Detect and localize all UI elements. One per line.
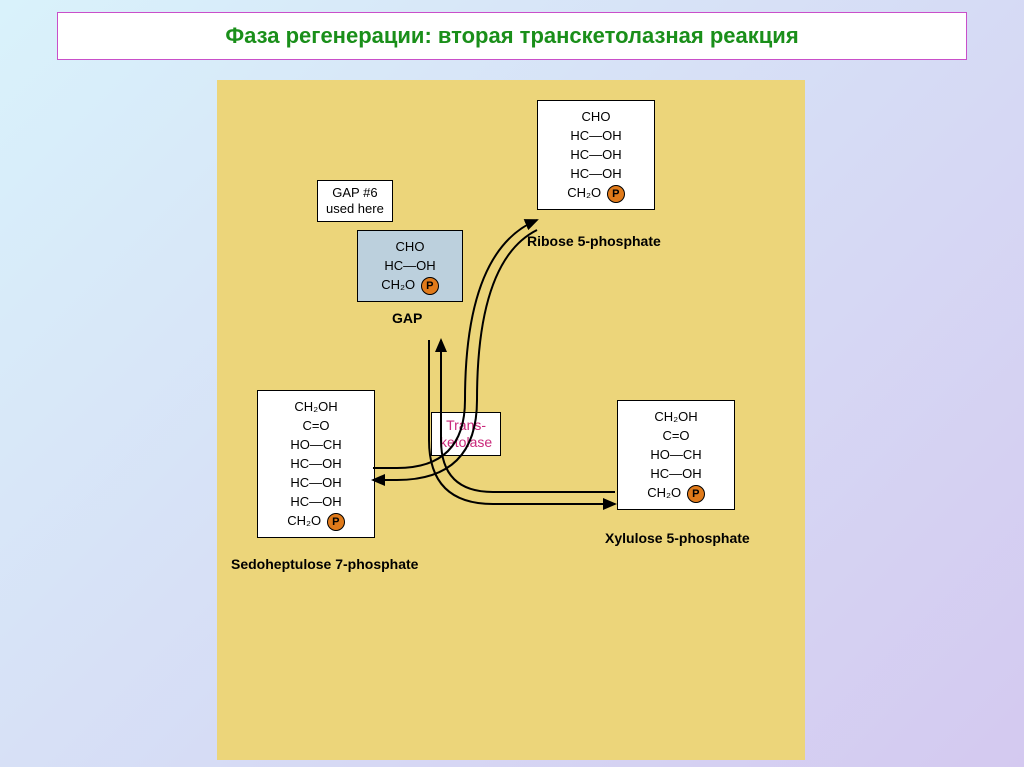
mol-line: CH₂OH <box>268 397 364 416</box>
mol-line: HC—OH <box>268 454 364 473</box>
mol-line: HO—CH <box>628 445 724 464</box>
label-sedoheptulose7p: Sedoheptulose 7-phosphate <box>231 556 418 572</box>
note-line: used here <box>326 201 384 217</box>
mol-line: HC—OH <box>268 473 364 492</box>
mol-line: CHO <box>368 237 452 256</box>
mol-line: HC—OH <box>268 492 364 511</box>
molecule-gap: CHO HC—OH CH₂O P <box>357 230 463 302</box>
title-box: Фаза регенерации: вторая транскетолазная… <box>57 12 967 60</box>
mol-line: HO—CH <box>268 435 364 454</box>
enzyme-transketolase: Trans- ketolase <box>431 412 501 456</box>
enzyme-line: Trans- <box>440 417 492 434</box>
mol-line: CH₂O P <box>268 511 364 531</box>
note-gap-used: GAP #6 used here <box>317 180 393 222</box>
note-line: GAP #6 <box>326 185 384 201</box>
label-ribose5p: Ribose 5-phosphate <box>527 233 661 249</box>
mol-line: HC—OH <box>628 464 724 483</box>
mol-line: C=O <box>268 416 364 435</box>
phosphate-icon: P <box>687 485 705 503</box>
enzyme-line: ketolase <box>440 434 492 451</box>
mol-line: HC—OH <box>548 145 644 164</box>
mol-line: HC—OH <box>368 256 452 275</box>
mol-line: CHO <box>548 107 644 126</box>
molecule-ribose5p: CHO HC—OH HC—OH HC—OH CH₂O P <box>537 100 655 210</box>
mol-line: C=O <box>628 426 724 445</box>
molecule-xylulose5p: CH₂OH C=O HO—CH HC—OH CH₂O P <box>617 400 735 510</box>
label-xylulose5p: Xylulose 5-phosphate <box>605 530 750 546</box>
reaction-diagram: CHO HC—OH HC—OH HC—OH CH₂O P Ribose 5-ph… <box>217 80 805 760</box>
page-title: Фаза регенерации: вторая транскетолазная… <box>225 23 798 48</box>
phosphate-icon: P <box>327 513 345 531</box>
mol-line: CH₂OH <box>628 407 724 426</box>
page-background: Фаза регенерации: вторая транскетолазная… <box>0 0 1024 767</box>
mol-line: HC—OH <box>548 164 644 183</box>
phosphate-icon: P <box>421 277 439 295</box>
label-gap: GAP <box>392 310 422 326</box>
molecule-sedoheptulose7p: CH₂OH C=O HO—CH HC—OH HC—OH HC—OH CH₂O P <box>257 390 375 538</box>
mol-line: HC—OH <box>548 126 644 145</box>
mol-line: CH₂O P <box>548 183 644 203</box>
mol-line: CH₂O P <box>368 275 452 295</box>
mol-line: CH₂O P <box>628 483 724 503</box>
phosphate-icon: P <box>607 185 625 203</box>
